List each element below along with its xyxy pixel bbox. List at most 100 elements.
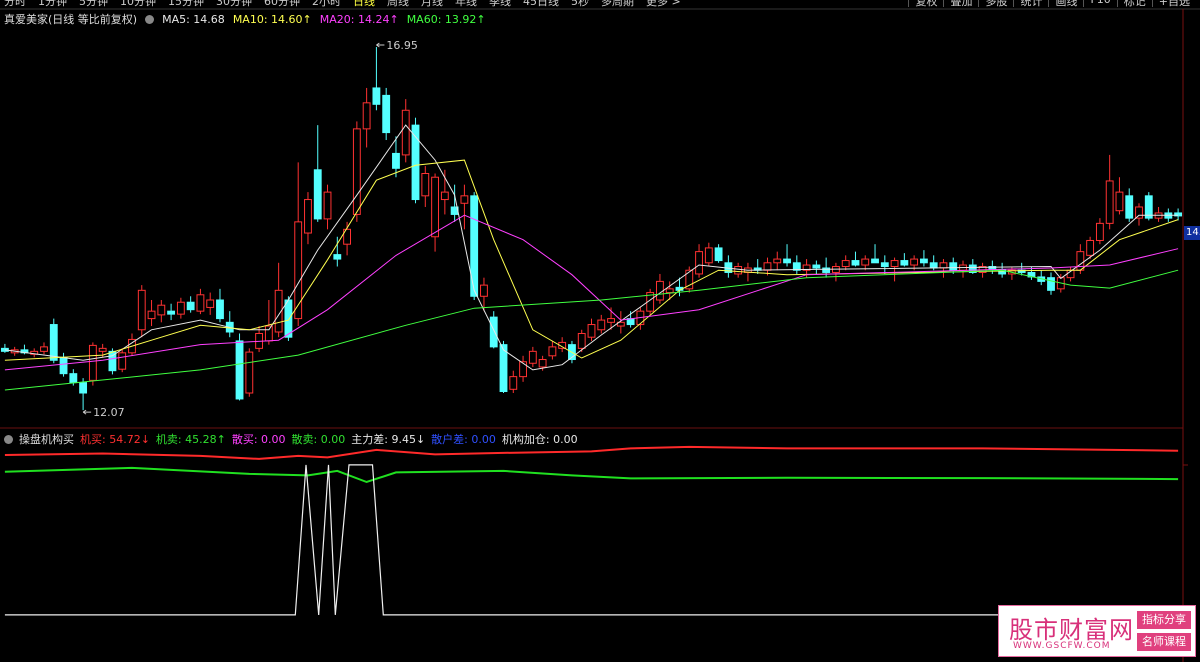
period-tab[interactable]: 1分钟 [38, 0, 67, 8]
period-tab[interactable]: 5分钟 [79, 0, 108, 8]
candle-body [538, 359, 547, 368]
watermark-badge: 名师课程 [1137, 633, 1191, 651]
legend-entry: MA5: 14.68 [162, 12, 225, 26]
settings-icon[interactable] [4, 434, 13, 444]
candle-body [176, 301, 185, 315]
indicator-line [4, 269, 1179, 391]
candle-body [714, 247, 723, 262]
period-tab[interactable]: 月线 [421, 0, 443, 8]
candle-body [871, 258, 879, 264]
candle-body [186, 301, 195, 311]
candle-body [509, 376, 518, 390]
period-tab[interactable]: 60分钟 [264, 0, 300, 8]
period-tab[interactable]: 季线 [489, 0, 511, 8]
candle-body [411, 124, 420, 201]
candle-body [196, 294, 205, 312]
candle-body [460, 195, 469, 204]
candle-body [1115, 191, 1124, 212]
period-tab[interactable]: 日线 [353, 0, 375, 8]
candle-body [421, 173, 430, 197]
candle-body [489, 316, 498, 348]
candle-body [294, 221, 303, 320]
annotation-arrow [82, 409, 92, 415]
candle-body [1076, 251, 1085, 271]
indicator-line [4, 124, 1179, 371]
candle-body [1174, 212, 1183, 217]
watermark-url: WWW.GSCFW.COM [1013, 641, 1111, 651]
candle-body [949, 262, 958, 271]
tool-button[interactable]: +自选 [1151, 0, 1196, 8]
candle-body [773, 258, 782, 264]
tool-button[interactable]: 多股 [978, 0, 1013, 8]
candle-body [919, 258, 928, 264]
candle-body [79, 382, 88, 394]
candle-body [558, 341, 567, 349]
period-tab[interactable]: 2小时 [312, 0, 341, 8]
indicator-line [4, 464, 1179, 616]
annotation-arrow [376, 42, 385, 48]
annotation-label: 12.07 [93, 406, 125, 419]
tool-button[interactable]: 画线 [1048, 0, 1083, 8]
period-bar: 分时 1分钟 5分钟 10分钟 15分钟 30分钟 60分钟 2小时 日线 周线 月线 年线 季线 45日… [4, 0, 681, 8]
period-tab[interactable]: 10分钟 [120, 0, 156, 8]
candle-body [910, 258, 919, 266]
candle-body [274, 289, 283, 333]
candle-body [323, 191, 332, 220]
indicator-line [4, 466, 1179, 484]
candle-body [1047, 277, 1055, 291]
tool-button[interactable]: 叠加 [943, 0, 978, 8]
period-tab[interactable]: 30分钟 [216, 0, 252, 8]
legend-entry: MA10: 14.60↑ [232, 12, 312, 26]
period-tab[interactable]: 年线 [455, 0, 477, 8]
candle-body [157, 304, 166, 316]
candle-body [401, 109, 410, 156]
period-tab[interactable]: 更多 > [646, 0, 681, 8]
period-tab[interactable]: 多周期 [601, 0, 634, 8]
legend-entry: 散卖: 0.00 [291, 433, 346, 446]
candle-body [792, 262, 801, 271]
candle-body [528, 350, 537, 364]
watermark: 股市财富网 WWW.GSCFW.COM 指标分享 名师课程 [998, 605, 1196, 657]
candle-body [118, 352, 127, 370]
candle-body [470, 195, 479, 297]
candle-body [440, 191, 449, 201]
candle-body [206, 299, 215, 308]
candle-body [734, 266, 743, 275]
candle-body [900, 260, 909, 266]
candle-body [783, 258, 791, 264]
candle-body [880, 262, 889, 268]
legend-entry: MA60: 13.92↑ [406, 12, 486, 26]
candle-body [1095, 222, 1104, 241]
watermark-title: 股市财富网 [1009, 616, 1134, 644]
tool-button[interactable]: F10 [1083, 0, 1116, 7]
annotation-label: 16.95 [386, 39, 418, 52]
tool-button[interactable]: 复权 [908, 0, 943, 8]
period-tab[interactable]: 15分钟 [168, 0, 204, 8]
candle-body [333, 254, 342, 260]
period-tab[interactable]: 45日线 [523, 0, 559, 8]
candle-body [841, 260, 850, 268]
candle-body [1086, 239, 1095, 256]
period-tab[interactable]: 分时 [4, 0, 26, 8]
tool-button[interactable]: 统计 [1013, 0, 1048, 8]
candle-body [861, 258, 870, 266]
candle-body [704, 247, 713, 264]
tool-button[interactable]: 标记 [1116, 0, 1152, 8]
legend-entry: 机买: 54.72↓ [80, 433, 150, 446]
candle-body [607, 318, 615, 323]
candle-body [343, 228, 352, 245]
period-tab[interactable]: 5秒 [571, 0, 589, 8]
indicator-title: 操盘机构买 [19, 433, 74, 446]
legend-entry: 主力差: 9.45↓ [351, 433, 426, 446]
candle-body [665, 288, 674, 294]
candle-body [147, 310, 156, 320]
candle-body [499, 344, 508, 393]
settings-icon[interactable] [145, 14, 155, 24]
stock-title: 真爱美家(日线 等比前复权) [4, 13, 138, 26]
legend-entry: 散户差: 0.00 [431, 433, 496, 446]
period-tab[interactable]: 周线 [387, 0, 409, 8]
candle-body [59, 356, 68, 375]
candle-body [929, 262, 938, 269]
candle-body [167, 310, 176, 315]
